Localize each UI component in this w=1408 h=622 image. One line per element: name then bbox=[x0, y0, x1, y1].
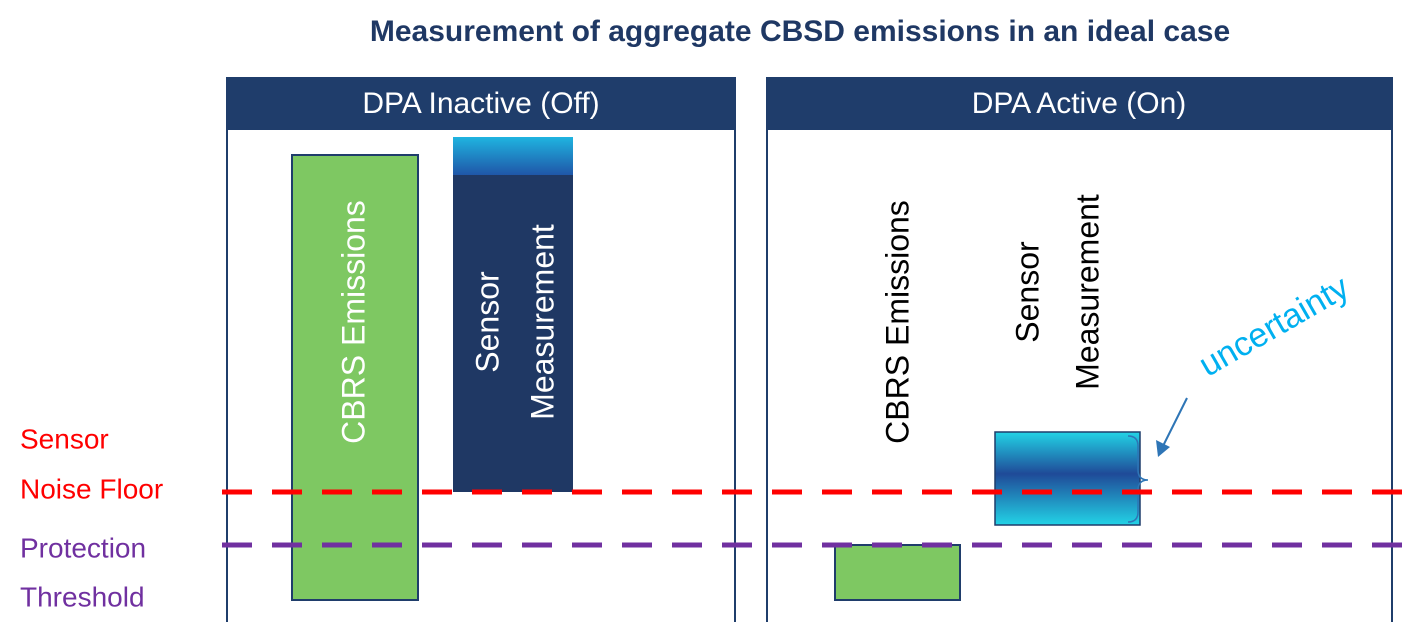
emissions-bar bbox=[834, 544, 961, 601]
level-label: Threshold bbox=[20, 581, 145, 612]
bar-label: Measurement bbox=[524, 224, 560, 420]
bar-label: Sensor bbox=[469, 271, 505, 373]
title: Measurement of aggregate CBSD emissions … bbox=[370, 15, 1230, 48]
level-label: Protection bbox=[20, 532, 146, 563]
level-label: Noise Floor bbox=[20, 473, 163, 504]
panel-header-text: DPA Inactive (Off) bbox=[362, 87, 599, 120]
panel-header bbox=[767, 78, 1392, 130]
bar-label: CBRS Emissions bbox=[335, 200, 371, 444]
arrowhead bbox=[1156, 440, 1170, 457]
measurement-box bbox=[994, 431, 1141, 526]
measurement-bar bbox=[453, 137, 573, 492]
annotation: uncertainty bbox=[1192, 268, 1355, 384]
brace bbox=[1127, 435, 1149, 523]
bar-label: Sensor bbox=[1009, 241, 1045, 343]
panel-header-text: DPA Active (On) bbox=[972, 87, 1187, 120]
measurement-uncertainty bbox=[453, 137, 573, 175]
panel-header bbox=[227, 78, 735, 130]
emissions-bar bbox=[291, 154, 419, 601]
level-label: Sensor bbox=[20, 423, 109, 454]
bar-label: Measurement bbox=[1069, 194, 1105, 390]
arrow bbox=[1161, 397, 1188, 449]
bar-label: CBRS Emissions bbox=[879, 200, 915, 444]
